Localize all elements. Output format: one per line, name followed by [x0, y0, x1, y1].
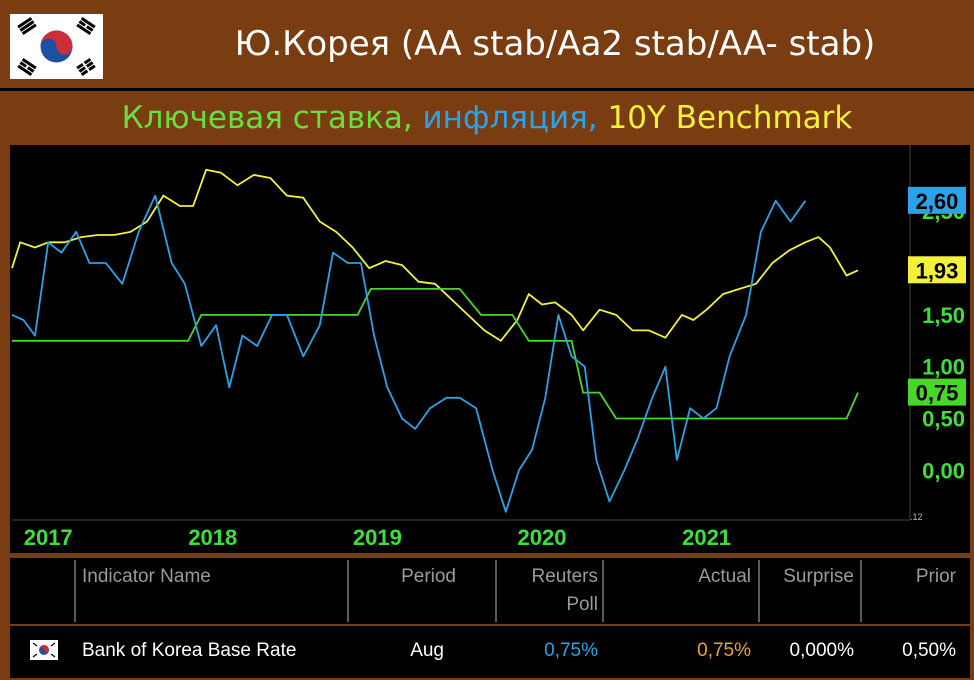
y-tick-label: 0,00 [922, 458, 965, 483]
series-line-2 [11, 194, 807, 513]
header-prior: Prior [915, 566, 956, 587]
header-period: Period [401, 566, 456, 587]
y-tick-label: 1,00 [922, 355, 965, 380]
column-divider [495, 560, 497, 622]
header-indicator-name: Indicator Name [82, 566, 211, 587]
column-divider [860, 560, 862, 622]
cell-prior: 0,50% [902, 640, 956, 661]
south-korea-flag-icon [30, 640, 58, 660]
line-chart: 201720182019202020210,000,501,001,502,50… [11, 145, 966, 550]
column-divider [74, 560, 76, 622]
cell-reuters-poll: 0,75% [544, 640, 598, 661]
table-header-underline [10, 624, 970, 626]
south-korea-flag-icon [10, 14, 103, 79]
subtitle-policy-rate: Ключевая ставка, [121, 100, 423, 136]
chart-subtitle: Ключевая ставка, инфляция, 10Y Benchmark [0, 91, 974, 145]
series-line-1 [12, 288, 859, 420]
cell-indicator-name: Bank of Korea Base Rate [82, 640, 297, 661]
y-tick-label: 1,50 [922, 303, 965, 328]
table-row[interactable]: Bank of Korea Base Rate Aug 0,75% 0,75% … [10, 628, 970, 676]
x-tick-label: 2020 [518, 525, 567, 550]
last-value-badge [908, 378, 966, 406]
last-value-label: 2,60 [916, 189, 959, 214]
chart-panel: 201720182019202020210,000,501,001,502,50… [10, 145, 970, 553]
x-tick-label: 2018 [188, 525, 237, 550]
axis-note: .12 [910, 512, 923, 522]
cell-actual: 0,75% [697, 640, 751, 661]
subtitle-inflation: инфляция, [422, 100, 608, 136]
indicator-table: Indicator Name Period Reuters Poll Actua… [10, 558, 970, 678]
x-tick-label: 2017 [24, 525, 73, 550]
x-tick-label: 2019 [353, 525, 402, 550]
page-title: Ю.Корея (AA stab/Aa2 stab/AA- stab) [234, 24, 876, 64]
header-surprise: Surprise [783, 566, 854, 587]
header-reuters: Reuters [531, 566, 598, 587]
last-value-badge [908, 256, 966, 284]
last-value-label: 0,75 [916, 381, 959, 406]
last-value-label: 1,93 [916, 258, 959, 283]
column-divider [347, 560, 349, 622]
cell-surprise: 0,000% [789, 640, 854, 661]
header-divider [0, 88, 974, 91]
series-line-0 [11, 168, 859, 342]
x-tick-label: 2021 [682, 525, 731, 550]
header-poll: Poll [566, 594, 598, 615]
header-actual: Actual [698, 566, 751, 587]
last-value-badge [908, 186, 966, 214]
y-tick-label: 0,50 [922, 407, 965, 432]
subtitle-10y-benchmark: 10Y Benchmark [607, 100, 853, 136]
column-divider [602, 560, 604, 622]
header-bar: Ю.Корея (AA stab/Aa2 stab/AA- stab) [0, 0, 974, 88]
cell-period: Aug [410, 640, 444, 661]
column-divider [758, 560, 760, 622]
